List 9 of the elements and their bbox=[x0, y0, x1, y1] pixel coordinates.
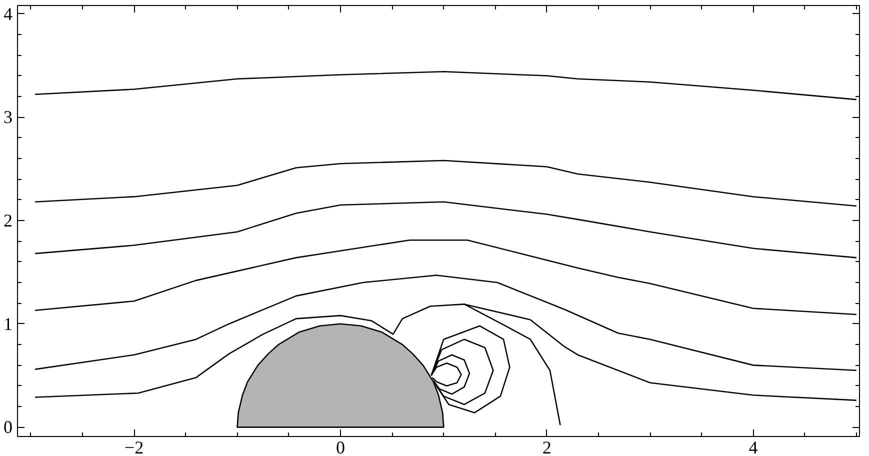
x-tick-label: 0 bbox=[336, 438, 345, 456]
x-tick-label: 2 bbox=[542, 438, 552, 456]
y-tick-label: 0 bbox=[4, 417, 12, 438]
x-tick-label: 4 bbox=[748, 438, 758, 456]
y-tick-label: 1 bbox=[4, 314, 12, 334]
y-tick-label: 2 bbox=[4, 210, 12, 230]
y-tick-label: 4 bbox=[4, 4, 12, 24]
y-tick-label: 3 bbox=[4, 107, 12, 128]
x-tick-label: −2 bbox=[124, 438, 144, 456]
